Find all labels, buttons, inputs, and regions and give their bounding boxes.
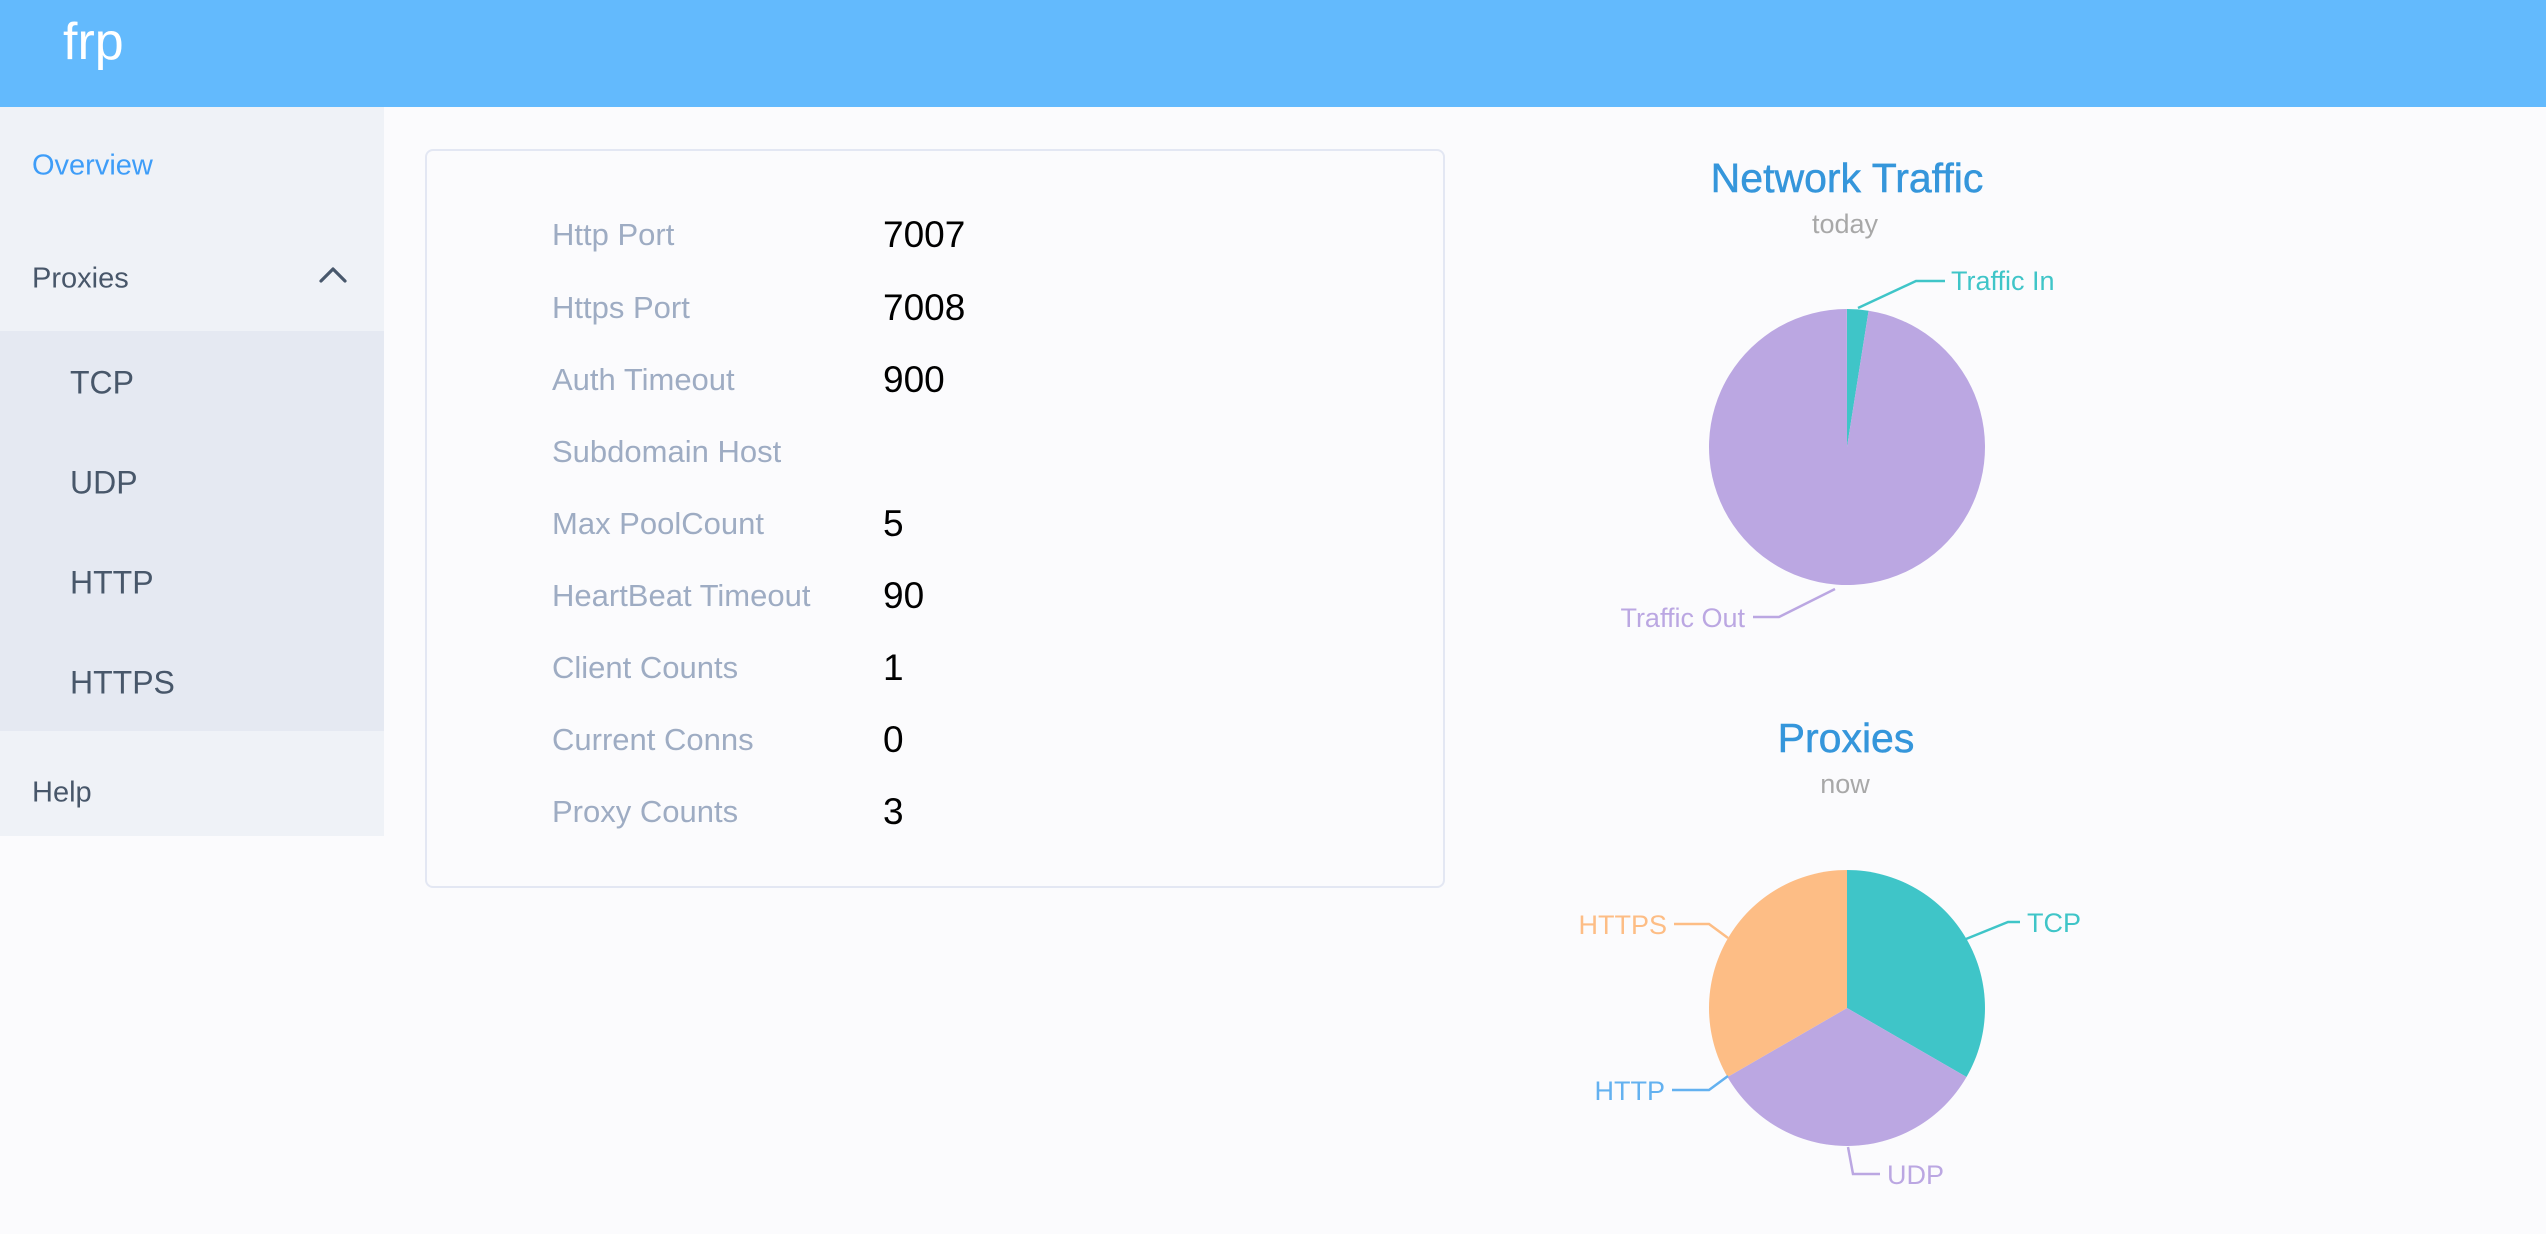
svg-text:Network Traffic: Network Traffic bbox=[1711, 155, 1984, 201]
svg-text:now: now bbox=[1820, 769, 1870, 799]
svg-text:today: today bbox=[1812, 209, 1879, 239]
svg-text:UDP: UDP bbox=[1887, 1160, 1944, 1190]
svg-text:Traffic Out: Traffic Out bbox=[1620, 603, 1745, 633]
svg-text:HTTP: HTTP bbox=[1595, 1076, 1666, 1106]
svg-text:Traffic In: Traffic In bbox=[1951, 266, 2055, 296]
svg-text:Proxies: Proxies bbox=[1778, 715, 1915, 761]
svg-text:HTTPS: HTTPS bbox=[1578, 910, 1667, 940]
svg-text:TCP: TCP bbox=[2027, 908, 2081, 938]
